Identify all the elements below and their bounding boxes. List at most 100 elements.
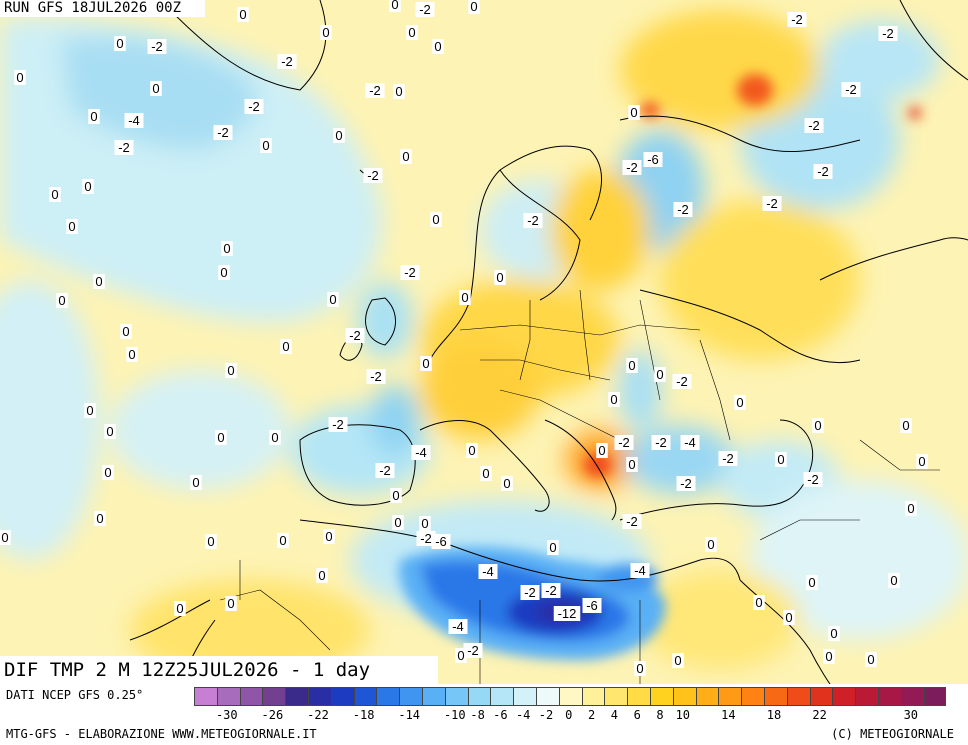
map-value-label: 0 [96, 511, 103, 526]
map-value-label-bg [459, 290, 471, 305]
map-value-label-bg [406, 25, 418, 40]
map-value-label-bg [614, 435, 634, 450]
map-value-label: 0 [262, 138, 269, 153]
map-value-label: 0 [656, 367, 663, 382]
map-value-label-bg [806, 575, 818, 590]
map-value-label: 0 [176, 601, 183, 616]
map-value-label-bg [56, 293, 68, 308]
map-value-label: -2 [807, 472, 819, 487]
color-scale-tick: -4 [515, 708, 531, 722]
map-value-label: 0 [106, 424, 113, 439]
map-value-label: 0 [918, 454, 925, 469]
credit-left: MTG-GFS - ELABORAZIONE WWW.METEOGIORNALE… [6, 727, 317, 741]
color-scale-cell [923, 687, 947, 706]
map-value-label-bg [466, 443, 478, 458]
map-value-label: 0 [736, 395, 743, 410]
map-value-label: -6 [647, 152, 659, 167]
color-scale-cell [535, 687, 559, 706]
color-scale-cell [672, 687, 696, 706]
map-value-label: 0 [408, 25, 415, 40]
map-value-label-bg [432, 39, 444, 54]
map-value-label-bg [783, 610, 795, 625]
map-value-label-bg [501, 476, 513, 491]
map-value-label: 0 [496, 270, 503, 285]
map-value-label-bg [582, 598, 602, 613]
map-value-label-bg [390, 488, 402, 503]
color-scale-cell [832, 687, 856, 706]
map-value-label-bg [775, 452, 787, 467]
map-value-label: -2 [118, 140, 130, 155]
color-scale-cell [627, 687, 650, 706]
map-value-label-bg [323, 529, 335, 544]
map-value-label-bg [523, 213, 543, 228]
color-scale-cell [467, 687, 491, 706]
map-value-label: 0 [335, 128, 342, 143]
map-value-label: -2 [618, 435, 630, 450]
map-value-label-bg [828, 626, 840, 641]
map-value-label: 0 [395, 84, 402, 99]
map-value-label-bg [225, 363, 237, 378]
color-scale-ticks: -30 -26 -22 -18 -14 -10 -8 -6 -4 -2 0 2 4 6 8 10 14 18 22 3… [194, 708, 968, 724]
color-scale-cell [900, 687, 924, 706]
map-value-label: 0 [279, 533, 286, 548]
map-value-label: 0 [223, 241, 230, 256]
map-value-label-bg [363, 168, 383, 183]
color-scale-cell [421, 687, 445, 706]
map-value-label-bg [205, 534, 217, 549]
color-scale-cell [490, 687, 514, 706]
map-value-label-bg [803, 472, 823, 487]
map-value-label: -2 [420, 531, 432, 546]
map-value-label-bg [480, 466, 492, 481]
color-scale-cell [718, 687, 742, 706]
map-value-label: -4 [415, 445, 427, 460]
map-value-label: 0 [630, 105, 637, 120]
map-value-label: 0 [128, 347, 135, 362]
map-value-label-bg [547, 540, 559, 555]
map-value-label-bg [762, 196, 782, 211]
map-value-label-bg [705, 537, 717, 552]
map-value-label: -2 [882, 26, 894, 41]
map-value-label: -2 [332, 417, 344, 432]
map-value-label: -2 [370, 369, 382, 384]
map-value-label: 0 [598, 443, 605, 458]
color-scale-cell [855, 687, 878, 706]
map-value-label-bg [431, 534, 451, 549]
map-value-label-bg [411, 445, 431, 460]
color-scale-tick: 8 [656, 708, 664, 722]
map-value-label: 0 [468, 443, 475, 458]
map-value-label-bg [215, 430, 227, 445]
map-value-label-bg [916, 454, 928, 469]
map-value-label-bg [734, 395, 746, 410]
map-value-label-bg [14, 70, 26, 85]
map-value-label: 0 [830, 626, 837, 641]
map-value-label-bg [94, 511, 106, 526]
map-value-label-bg [327, 292, 339, 307]
map-value-label: -2 [677, 202, 689, 217]
map-value-label: 0 [814, 418, 821, 433]
map-value-label-bg [237, 7, 249, 22]
map-value-label-bg [888, 573, 900, 588]
map-value-label: -2 [808, 118, 820, 133]
map-value-label: 0 [549, 540, 556, 555]
map-value-label-bg [375, 463, 395, 478]
field-title: DIF TMP 2 M 12Z25JUL2026 - 1 day [0, 656, 438, 684]
color-scale-tick: 22 [812, 708, 827, 722]
color-scale-tick: -26 [261, 708, 284, 722]
map-value-label-bg [622, 514, 642, 529]
map-value-label: -2 [151, 39, 163, 54]
map-value-label-bg [114, 140, 134, 155]
color-scale-tick: 2 [587, 708, 596, 722]
color-scale-tick: 4 [610, 708, 619, 722]
map-value-label: 0 [482, 466, 489, 481]
map-value-label: -2 [766, 196, 778, 211]
map-value-label: 0 [392, 488, 399, 503]
map-value-label: 0 [422, 356, 429, 371]
color-scale-tick: 30 [903, 708, 919, 722]
map-value-label: 0 [227, 596, 234, 611]
map-value-label: 0 [271, 430, 278, 445]
map-value-label: 0 [421, 516, 428, 531]
map-value-label: 0 [207, 534, 214, 549]
map-value-label-bg [541, 583, 561, 598]
run-label: RUN GFS 18JUL2026 00Z [0, 0, 206, 17]
map-value-label: 0 [84, 179, 91, 194]
